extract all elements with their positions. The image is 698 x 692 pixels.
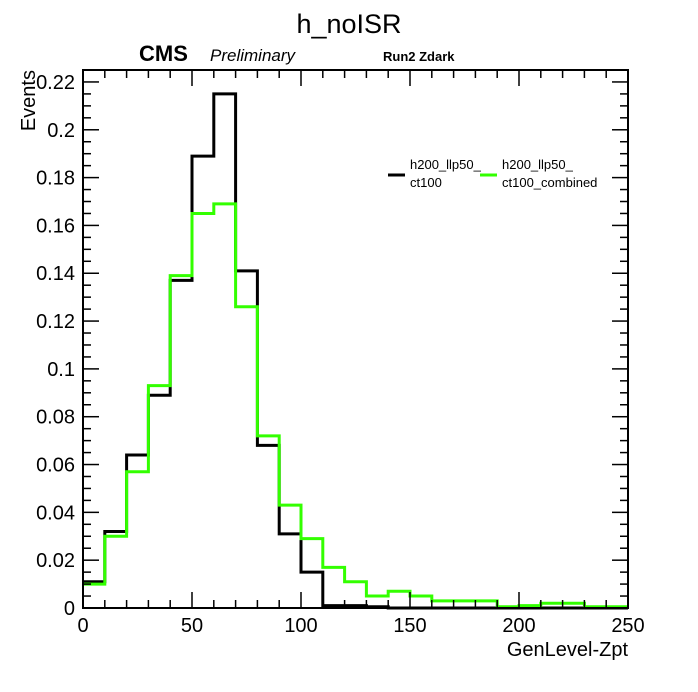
legend-label-series-1-line-2: ct100: [410, 175, 442, 190]
y-tick-label: 0.04: [36, 502, 75, 524]
chart-title: h_noISR: [296, 9, 401, 39]
x-tick-label: 100: [284, 615, 317, 637]
y-tick-label: 0.02: [36, 550, 75, 572]
y-tick-label: 0.1: [47, 359, 75, 381]
y-tick-label: 0.12: [36, 311, 75, 333]
x-tick-label: 200: [502, 615, 535, 637]
axis-ticks: [82, 69, 629, 609]
x-tick-label: 0: [77, 615, 88, 637]
legend-label-series-1-line-1: h200_llp50_: [410, 157, 482, 172]
cms-label: CMS: [139, 41, 188, 66]
y-tick-label: 0.14: [36, 263, 75, 285]
x-tick-label: 250: [611, 615, 644, 637]
x-axis-label: GenLevel-Zpt: [507, 639, 629, 661]
x-tick-label: 150: [393, 615, 426, 637]
y-tick-label: 0.22: [36, 72, 75, 94]
y-tick-label: 0.08: [36, 407, 75, 429]
plot-area: [82, 69, 629, 610]
y-tick-label: 0.16: [36, 215, 75, 237]
y-tick-label: 0: [64, 598, 75, 620]
y-axis-tick-labels: 0 0.02 0.04 0.06 0.08 0.1 0.12 0.14 0.16 0.18 0.2 0…: [36, 72, 75, 620]
x-axis-tick-labels: 0 50 100 150 200 250: [77, 615, 644, 637]
legend-label-series-2-line-1: h200_llp50_: [502, 157, 574, 172]
legend-label-series-2-line-2: ct100_combined: [502, 175, 597, 190]
legend: h200_llp50_ ct100 h200_llp50_ ct100_comb…: [388, 157, 597, 190]
preliminary-label: Preliminary: [210, 46, 297, 65]
plot-frame: [82, 69, 629, 609]
y-tick-label: 0.2: [47, 120, 75, 142]
y-axis-label: Events: [18, 70, 40, 131]
y-tick-label: 0.18: [36, 168, 75, 190]
x-tick-label: 50: [181, 615, 203, 637]
run-label: Run2 Zdark: [383, 49, 455, 64]
y-tick-label: 0.06: [36, 455, 75, 477]
